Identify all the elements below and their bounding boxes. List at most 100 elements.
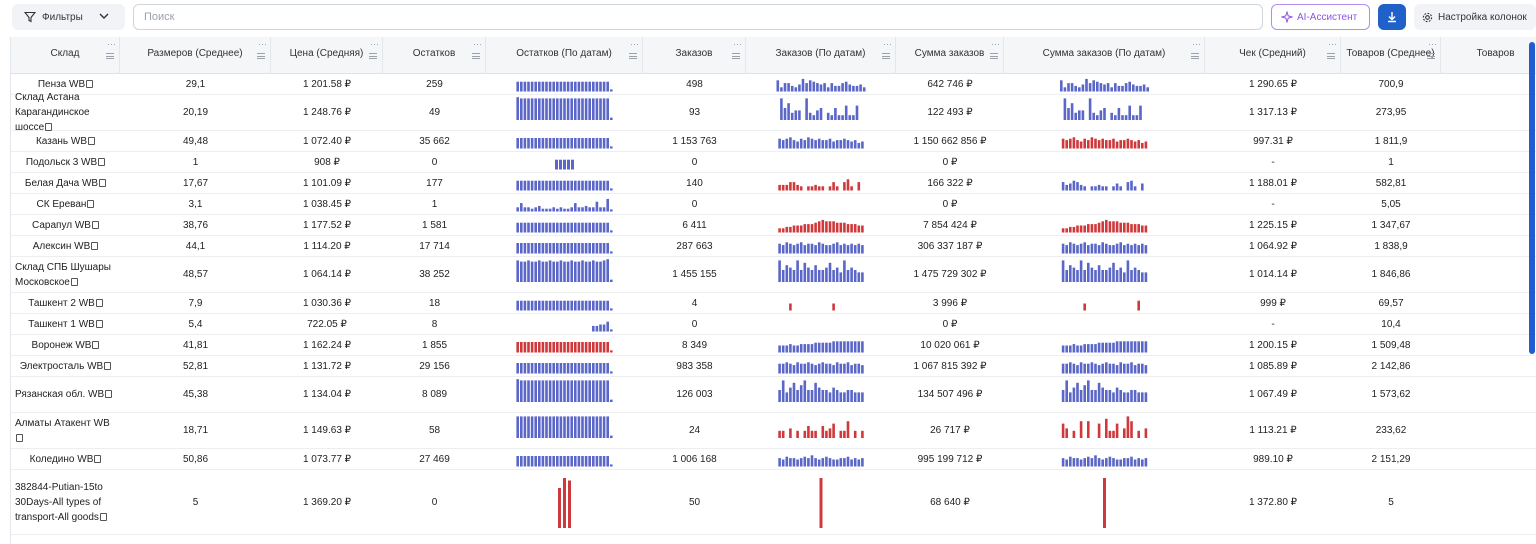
sparkline-bar (790, 85, 794, 92)
download-button[interactable] (1378, 4, 1406, 30)
table-row[interactable]: Воронеж WB 41,81 1 162.24 ₽ 1 855 8 349 10 02… (11, 335, 1536, 356)
column-options-icon[interactable]: ⋯ (630, 39, 639, 49)
table-row[interactable]: Алматы Атакент WB 18,71 1 149.63 ₽ 58 24 26 7… (11, 413, 1536, 449)
column-menu-icon[interactable] (629, 53, 637, 59)
check-cell: 1 067.49 ₽ (1248, 389, 1298, 400)
column-header-1[interactable]: Размеров (Среднее) ⋯ (120, 37, 271, 74)
copy-icon[interactable] (91, 241, 99, 250)
column-menu-icon[interactable] (732, 53, 740, 59)
sparkline-bar (796, 141, 799, 149)
copy-icon[interactable] (45, 123, 53, 131)
column-header-7[interactable]: Сумма заказов ⋯ (896, 37, 1004, 74)
table-row[interactable]: Ташкент 1 WB 5,4 722.05 ₽ 8 0 0 ₽ - 10,4 (11, 314, 1536, 335)
column-menu-icon[interactable] (1191, 53, 1199, 59)
column-menu-icon[interactable] (882, 53, 890, 59)
copy-icon[interactable] (95, 319, 103, 328)
copy-icon[interactable] (105, 390, 113, 398)
column-options-icon[interactable]: ⋯ (107, 39, 116, 49)
table-row[interactable]: Алексин WB 44,1 1 114.20 ₽ 17 714 287 663 306… (11, 236, 1536, 257)
copy-icon[interactable] (92, 340, 100, 349)
table-row[interactable]: Белая Дача WB 17,67 1 101.09 ₽ 177 140 166 32… (11, 173, 1536, 194)
ai-assistant-button[interactable]: AI-Ассистент (1271, 4, 1370, 30)
column-options-icon[interactable]: ⋯ (1328, 39, 1337, 49)
sparkline-bar (552, 380, 555, 402)
sparkline-bar (1094, 243, 1097, 254)
stock-cell: 8 (431, 318, 438, 330)
sparkline-bar (595, 261, 599, 282)
check-cell: 999 ₽ (1260, 297, 1286, 309)
sizes-cell: 48,57 (182, 269, 209, 280)
copy-icon[interactable] (98, 157, 106, 166)
copy-icon[interactable] (104, 361, 112, 370)
table-row[interactable]: Электросталь WB 52,81 1 131.72 ₽ 29 156 983 … (11, 356, 1536, 377)
table-row[interactable]: Казань WB 49,48 1 072.40 ₽ 35 662 1 153 763 1… (11, 131, 1536, 152)
copy-icon[interactable] (99, 178, 107, 187)
sparkline-bar (862, 87, 866, 92)
copy-icon[interactable] (16, 433, 23, 442)
column-header-0[interactable]: Склад ⋯ (11, 37, 120, 74)
sparkline-bar (602, 243, 606, 254)
sparkline-bar (1079, 345, 1083, 353)
sparkline-bar (581, 260, 584, 282)
sizes-cell: 50,86 (182, 453, 209, 465)
table-row[interactable]: Склад Астана Карагандинское шоссе 20,19 1 … (11, 92, 1536, 133)
column-header-10[interactable]: Товаров (Среднее) ⋯ (1341, 37, 1441, 74)
table-row[interactable]: Пенза WB 29,1 1 201.58 ₽ 259 498 642 746 ₽ 1 2… (11, 74, 1536, 95)
sparkline-bar (1133, 365, 1137, 374)
sparkline-bar (1141, 142, 1144, 149)
column-menu-icon[interactable] (369, 53, 377, 59)
column-options-icon[interactable]: ⋯ (370, 39, 379, 49)
column-header-5[interactable]: Заказов ⋯ (643, 37, 746, 74)
copy-icon[interactable] (99, 512, 107, 521)
sparkline-bar (559, 180, 563, 191)
copy-icon[interactable] (91, 220, 99, 229)
table-row[interactable]: СК Ереван 3,1 1 038.45 ₽ 1 0 0 ₽ - 5,05 (11, 194, 1536, 215)
sparkline-bar (1137, 341, 1140, 353)
copy-icon[interactable] (86, 79, 94, 88)
copy-icon[interactable] (94, 454, 102, 463)
sparkline-bar (844, 105, 848, 120)
table-row[interactable]: Коледино WB 50,86 1 073.77 ₽ 27 469 1 006 16… (11, 449, 1536, 470)
column-menu-icon[interactable] (257, 53, 265, 59)
column-options-icon[interactable]: ⋯ (991, 39, 1000, 49)
copy-icon[interactable] (87, 199, 95, 208)
column-menu-icon[interactable] (990, 53, 998, 59)
table-row[interactable]: 382844-Putian-15to 30Days-All types of t… (11, 470, 1536, 535)
column-options-icon[interactable]: ⋯ (733, 39, 742, 49)
column-header-8[interactable]: Сумма заказов (По датам) ⋯ (1004, 37, 1205, 74)
column-header-11[interactable]: Товаров (1441, 37, 1536, 74)
copy-icon[interactable] (88, 136, 96, 145)
copy-icon[interactable] (95, 298, 103, 307)
column-options-icon[interactable]: ⋯ (1428, 39, 1437, 49)
vertical-scrollbar[interactable] (1529, 42, 1535, 354)
column-header-6[interactable]: Заказов (По датам) ⋯ (746, 37, 896, 74)
goods-cell: 5 (1388, 496, 1394, 508)
table-row[interactable]: Ташкент 2 WB 7,9 1 030.36 ₽ 18 4 3 996 ₽ 999 ₽… (11, 293, 1536, 314)
table-row[interactable]: Рязанская обл. WB 45,38 1 134.04 ₽ 8 089 126… (11, 377, 1536, 413)
column-options-icon[interactable]: ⋯ (473, 39, 482, 49)
column-menu-icon[interactable] (1427, 53, 1435, 59)
sparkline-bar (1115, 270, 1119, 282)
columns-settings-button[interactable]: Настройка колонок (1414, 4, 1536, 30)
column-header-9[interactable]: Чек (Средний) ⋯ (1205, 37, 1341, 74)
table-row[interactable]: Подольск 3 WB 1 908 ₽ 0 0 0 ₽ - 1 (11, 152, 1536, 173)
table-row[interactable]: Сарапул WB 38,76 1 177.52 ₽ 1 581 6 411 7 854… (11, 215, 1536, 236)
copy-icon[interactable] (70, 277, 78, 286)
sparkline-bar (1092, 80, 1095, 92)
filters-button[interactable]: Фильтры (12, 4, 125, 30)
column-menu-icon[interactable] (472, 53, 480, 59)
sparkline-bar (796, 260, 799, 282)
column-header-4[interactable]: Остатков (По датам) ⋯ (486, 37, 643, 74)
sparkline-bar (516, 207, 519, 212)
column-header-2[interactable]: Цена (Средняя) ⋯ (271, 37, 383, 74)
column-options-icon[interactable]: ⋯ (883, 39, 892, 49)
search-input[interactable]: Поиск (133, 4, 1263, 30)
sparkline-bar (1126, 363, 1130, 374)
column-menu-icon[interactable] (1327, 53, 1335, 59)
sparkline-bar (599, 416, 602, 438)
column-header-3[interactable]: Остатков ⋯ (383, 37, 486, 74)
column-options-icon[interactable]: ⋯ (258, 39, 267, 49)
column-options-icon[interactable]: ⋯ (1192, 39, 1201, 49)
table-row[interactable]: Склад СПБ Шушары Московское 48,57 1 064.14… (11, 257, 1536, 293)
column-menu-icon[interactable] (106, 53, 114, 59)
